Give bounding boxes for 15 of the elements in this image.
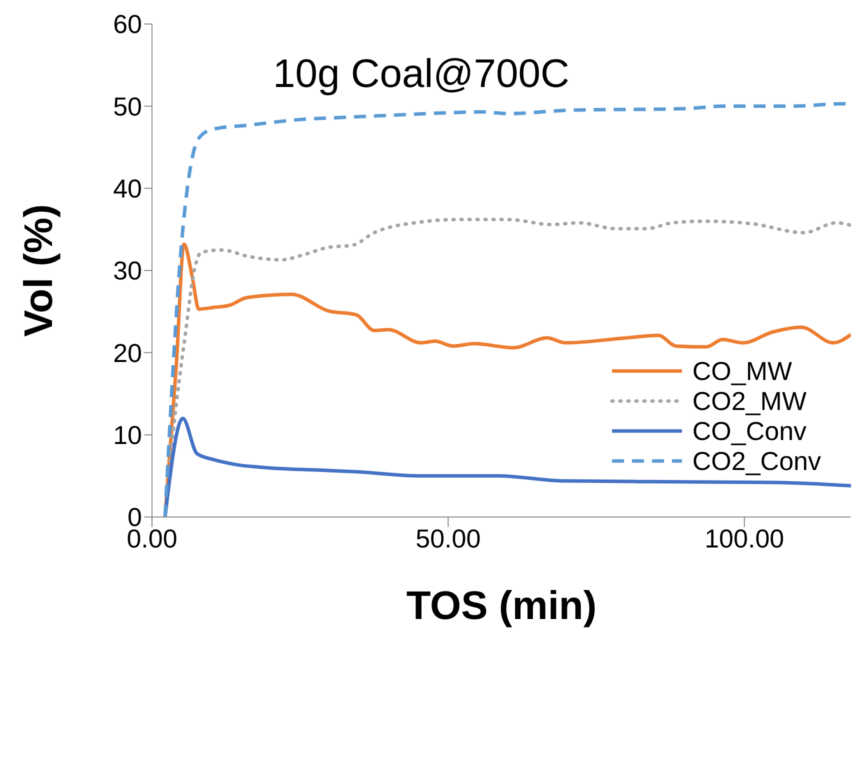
y-tick-label: 50 [113,91,142,122]
legend-label: CO_Conv [692,416,807,446]
y-tick-label: 30 [113,256,142,286]
x-tick-label: 100.00 [704,523,784,554]
y-axis-title: Vol (%) [17,204,62,337]
y-tick-label: 10 [113,420,142,450]
x-axis-title: TOS (min) [406,584,597,628]
x-tick-label: 50.00 [416,523,481,554]
legend-label: CO2_Conv [692,446,821,476]
y-tick-label: 40 [113,174,142,204]
legend-label: CO2_MW [692,386,806,416]
legend-label: CO_MW [692,356,792,386]
y-tick-label: 60 [113,9,142,40]
y-tick-label: 20 [113,338,142,368]
text: 10g Coal@700C [273,52,570,97]
